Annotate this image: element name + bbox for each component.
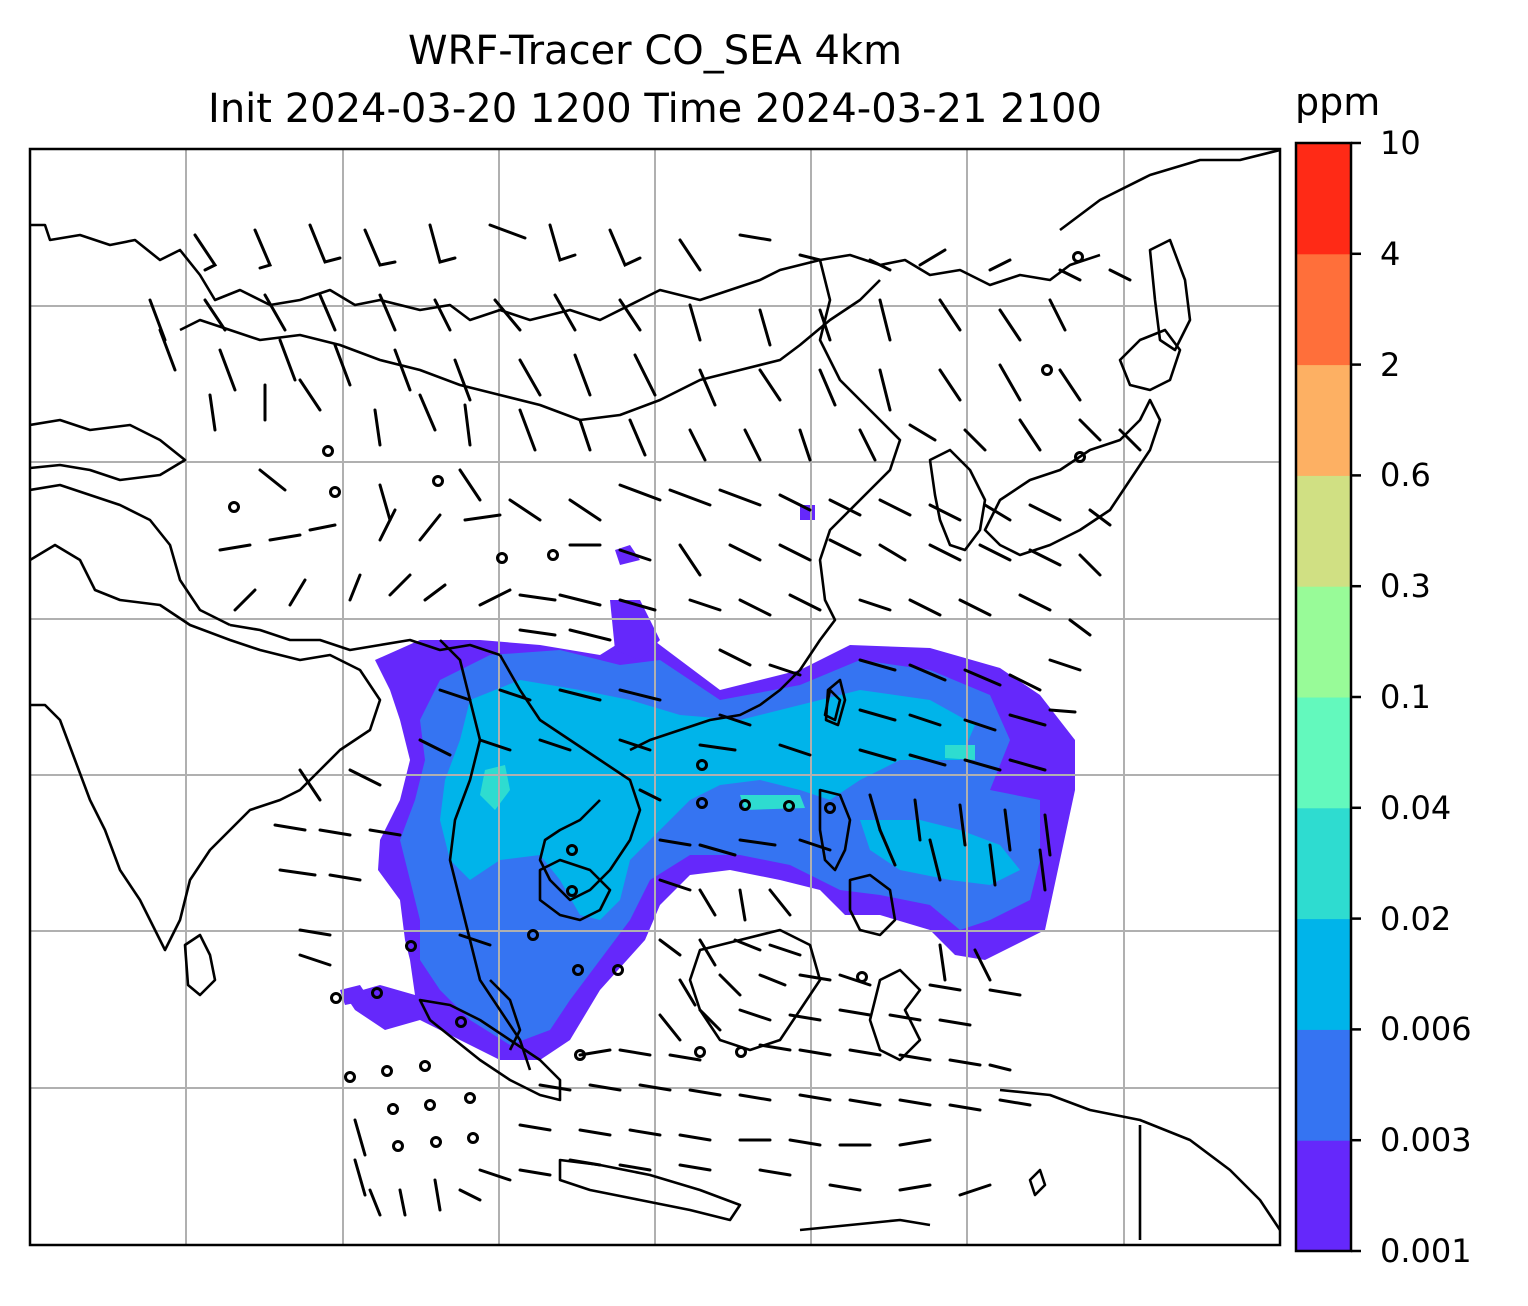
colorbar-tick-label: 0.001 bbox=[1380, 1232, 1472, 1270]
colorbar-tick-label: 0.02 bbox=[1380, 899, 1452, 938]
colorbar bbox=[1294, 141, 1361, 1253]
colorbar-tick-label: 0.3 bbox=[1380, 567, 1431, 606]
colorbar-segment bbox=[1296, 1029, 1351, 1141]
map-title-line1: WRF-Tracer CO_SEA 4km bbox=[407, 28, 903, 74]
colorbar-segment bbox=[1296, 364, 1351, 476]
colorbar-tick-label: 10 bbox=[1380, 124, 1421, 162]
calm-wind-markers bbox=[228, 251, 1086, 1152]
map-title-line2: Init 2024-03-20 1200 Time 2024-03-21 210… bbox=[208, 86, 1102, 132]
colorbar-tick-label: 4 bbox=[1380, 234, 1401, 273]
colorbar-unit: ppm bbox=[1295, 80, 1381, 124]
colorbar-segment bbox=[1296, 807, 1351, 920]
plume-inner-east bbox=[860, 820, 1020, 885]
colorbar-segment bbox=[1296, 1140, 1351, 1252]
colorbar-tick-label: 2 bbox=[1380, 345, 1401, 384]
colorbar-segment bbox=[1296, 586, 1351, 698]
colorbar-segment bbox=[1296, 253, 1351, 366]
colorbar-segment bbox=[1296, 918, 1351, 1030]
colorbar-tick-label: 0.6 bbox=[1380, 456, 1431, 495]
colorbar-segment bbox=[1296, 697, 1351, 809]
plume-inner bbox=[440, 680, 975, 920]
colorbar-tick-label: 0.003 bbox=[1380, 1121, 1472, 1160]
colorbar-segment bbox=[1296, 475, 1351, 587]
map-frame bbox=[28, 147, 1282, 1247]
wind-barbs bbox=[148, 223, 1142, 1217]
colorbar-tick-label: 0.006 bbox=[1380, 1010, 1472, 1049]
colorbar-tick-label: 0.1 bbox=[1380, 678, 1431, 716]
colorbar-segment bbox=[1296, 143, 1351, 255]
colorbar-tick-label: 0.04 bbox=[1380, 788, 1452, 827]
